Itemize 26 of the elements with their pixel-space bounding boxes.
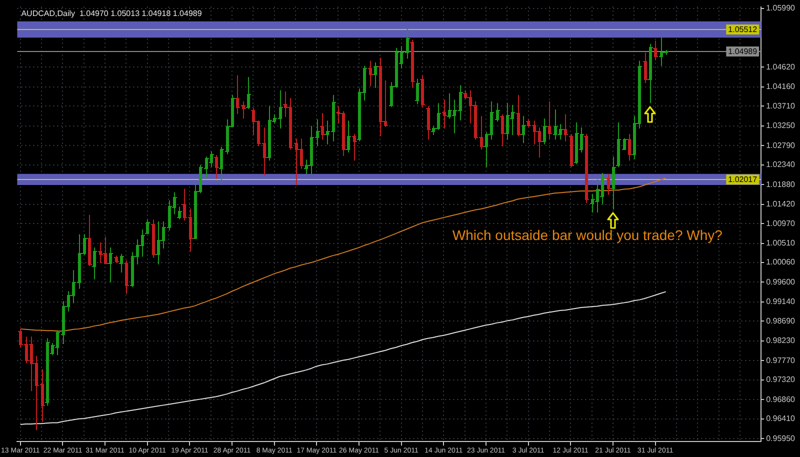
y-tick-label: 0.99140: [766, 297, 796, 306]
y-tick-label: 1.01420: [766, 199, 796, 208]
y-tick-label: 0.96860: [766, 394, 796, 404]
y-tick-label: 0.97770: [766, 356, 796, 365]
y-tick-label: 1.04620: [766, 62, 796, 72]
y-tick-label: 1.00060: [766, 258, 796, 267]
ref-line-label: 1.05512: [728, 25, 758, 34]
ref-line-label: 1.04989: [728, 47, 758, 56]
y-tick-label: 1.01880: [766, 180, 796, 189]
ref-line-label: 1.02017: [728, 175, 758, 184]
y-tick-label: 1.00510: [766, 238, 796, 248]
annotation: Which outsaide bar would you trade? Why?: [452, 227, 723, 244]
y-tick-label: 1.03250: [766, 121, 796, 130]
y-tick-label: 0.99600: [766, 277, 796, 286]
y-tick-label: 0.98230: [766, 336, 796, 346]
y-tick-label: 0.97320: [766, 375, 796, 384]
y-tick-label: 1.00970: [766, 218, 796, 228]
y-tick-label: 1.02790: [766, 140, 796, 150]
y-tick-label: 1.05990: [766, 4, 796, 13]
y-tick-label: 1.03710: [766, 101, 796, 110]
y-tick-label: 0.96410: [766, 414, 796, 424]
y-tick-label: 1.02340: [766, 160, 796, 170]
chart-title: AUDCAD,Daily 1.04970 1.05013 1.04918 1.04989: [21, 9, 202, 18]
y-tick-label: 0.95950: [766, 434, 796, 443]
y-tick-label: 0.98690: [766, 316, 796, 326]
y-tick-label: 1.04160: [766, 82, 796, 92]
